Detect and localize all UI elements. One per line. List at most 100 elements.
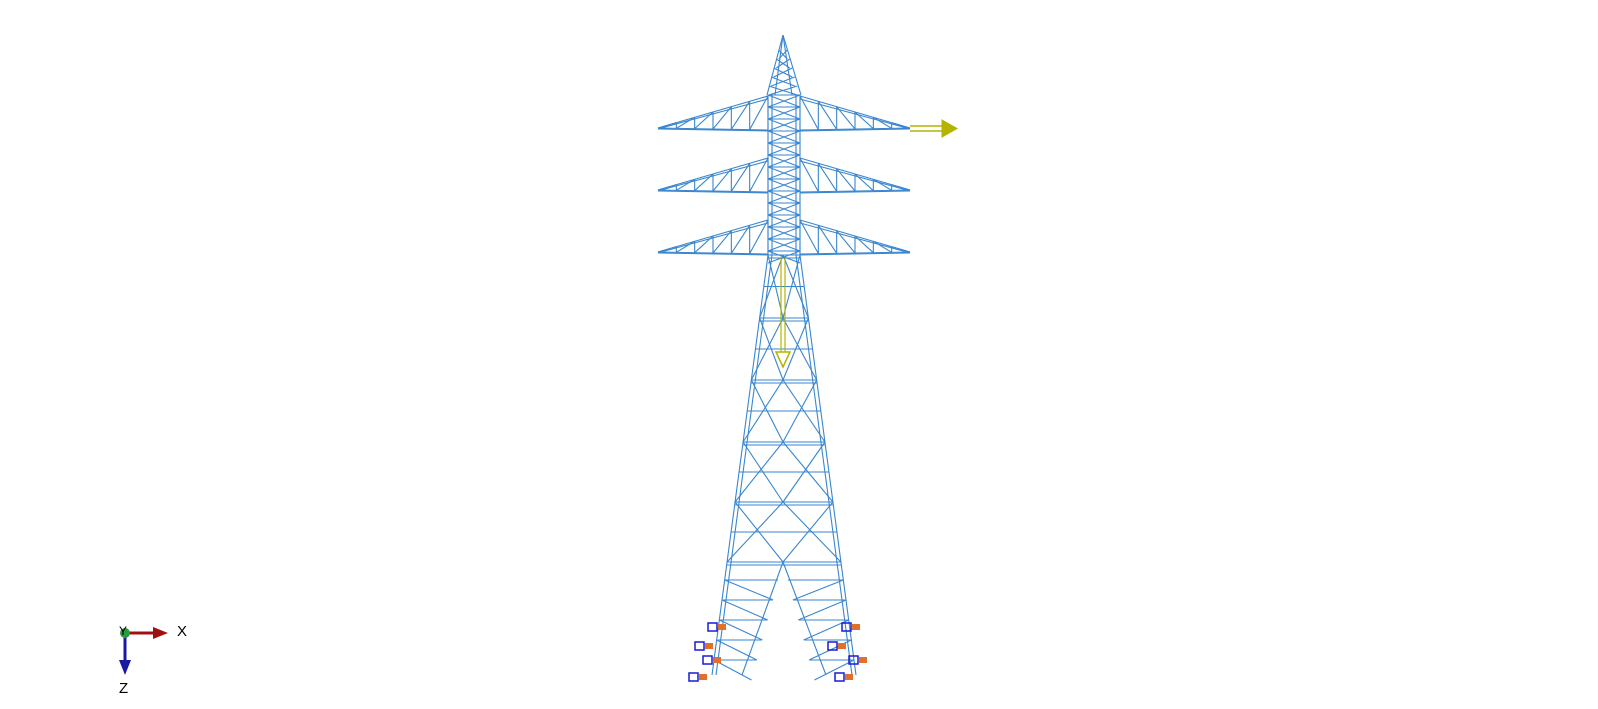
leg-brace	[716, 639, 758, 661]
arm-brace	[854, 235, 874, 254]
arm-chord	[799, 128, 911, 132]
body-leg	[711, 254, 769, 676]
member	[778, 49, 788, 60]
axis-gizmo: X Y Z	[119, 623, 187, 697]
arm-brace	[694, 235, 714, 254]
support-spring	[852, 624, 860, 630]
arm-brace	[817, 101, 838, 130]
z-axis-label: Z	[119, 680, 128, 697]
arm-chord	[657, 190, 769, 194]
x-axis-head	[153, 627, 168, 639]
member	[773, 67, 793, 78]
arm-chord	[657, 128, 769, 132]
arm-brace	[799, 157, 819, 192]
arm-chord	[799, 252, 911, 256]
support-spring	[713, 657, 721, 663]
leg-brace	[792, 579, 844, 601]
y-axis-dot	[120, 628, 130, 638]
mast-brace	[767, 202, 801, 216]
leg-brace	[724, 579, 774, 601]
arm-brace	[676, 178, 695, 191]
arm-brace	[730, 225, 751, 254]
support-symbol	[841, 622, 852, 632]
mast-brace	[767, 106, 801, 120]
arm-brace	[749, 157, 769, 192]
support-symbol	[702, 655, 713, 665]
tower-model	[657, 34, 911, 681]
arm-brace	[676, 116, 695, 129]
support-symbol	[688, 672, 699, 682]
arm-brace	[817, 225, 838, 254]
mast-brace	[767, 178, 801, 192]
member	[768, 85, 798, 96]
load-arrowhead	[774, 351, 792, 369]
mast-brace	[767, 166, 801, 180]
support-spring	[705, 643, 713, 649]
arm-brace	[873, 178, 892, 191]
arm-brace	[873, 240, 892, 253]
arm-brace	[836, 230, 856, 254]
z-axis-head	[119, 660, 131, 675]
peak-member	[774, 34, 784, 96]
peak-member	[782, 34, 802, 96]
arm-brace	[749, 219, 769, 254]
peak-member	[766, 34, 784, 96]
arm-brace	[854, 111, 874, 130]
leg-brace	[803, 619, 849, 641]
mast-brace	[767, 226, 801, 240]
support-symbol	[834, 672, 845, 682]
arm-brace	[891, 122, 911, 129]
arm-chord	[657, 252, 769, 256]
mast-brace	[767, 190, 801, 204]
load-arrowhead	[941, 119, 959, 138]
arm-brace	[712, 106, 732, 130]
arm-brace	[799, 219, 819, 254]
y-axis-label: Y	[119, 624, 127, 638]
arm-brace	[873, 116, 892, 129]
support-symbol	[707, 622, 718, 632]
mast-brace	[767, 142, 801, 156]
body-leg	[799, 254, 857, 676]
leg-brace	[721, 599, 768, 621]
leg-brace	[814, 659, 855, 681]
support-spring	[859, 657, 867, 663]
member	[771, 76, 795, 87]
arm-brace	[657, 246, 677, 253]
loads	[774, 119, 959, 369]
arm-brace	[712, 168, 732, 192]
support-symbol	[848, 655, 859, 665]
arm-chord	[799, 190, 911, 194]
mast-brace	[767, 118, 801, 132]
arm-brace	[657, 122, 677, 129]
arm-brace	[836, 106, 856, 130]
leg-brace	[798, 599, 847, 621]
support-spring	[838, 643, 846, 649]
leg-brace	[719, 619, 763, 641]
mast-brace	[767, 214, 801, 228]
arm-brace	[891, 246, 911, 253]
arm-brace	[854, 173, 874, 192]
peak-member	[782, 34, 793, 96]
support-symbol	[694, 641, 705, 651]
member	[775, 58, 791, 69]
x-axis-label: X	[177, 623, 187, 640]
mast-brace	[767, 238, 801, 252]
arm-brace	[730, 101, 751, 130]
support-symbol	[827, 641, 838, 651]
supports	[688, 622, 867, 682]
mast-brace	[767, 154, 801, 168]
arm-brace	[891, 184, 911, 191]
inner-leg	[782, 561, 827, 676]
arm-brace	[694, 173, 714, 192]
mast-brace	[767, 130, 801, 144]
arm-brace	[712, 230, 732, 254]
support-spring	[699, 674, 707, 680]
arm-brace	[817, 163, 838, 192]
arm-brace	[749, 95, 769, 130]
arm-brace	[799, 95, 819, 130]
mast-brace	[767, 94, 801, 108]
support-spring	[845, 674, 853, 680]
leg-brace	[713, 659, 752, 681]
arm-brace	[730, 163, 751, 192]
